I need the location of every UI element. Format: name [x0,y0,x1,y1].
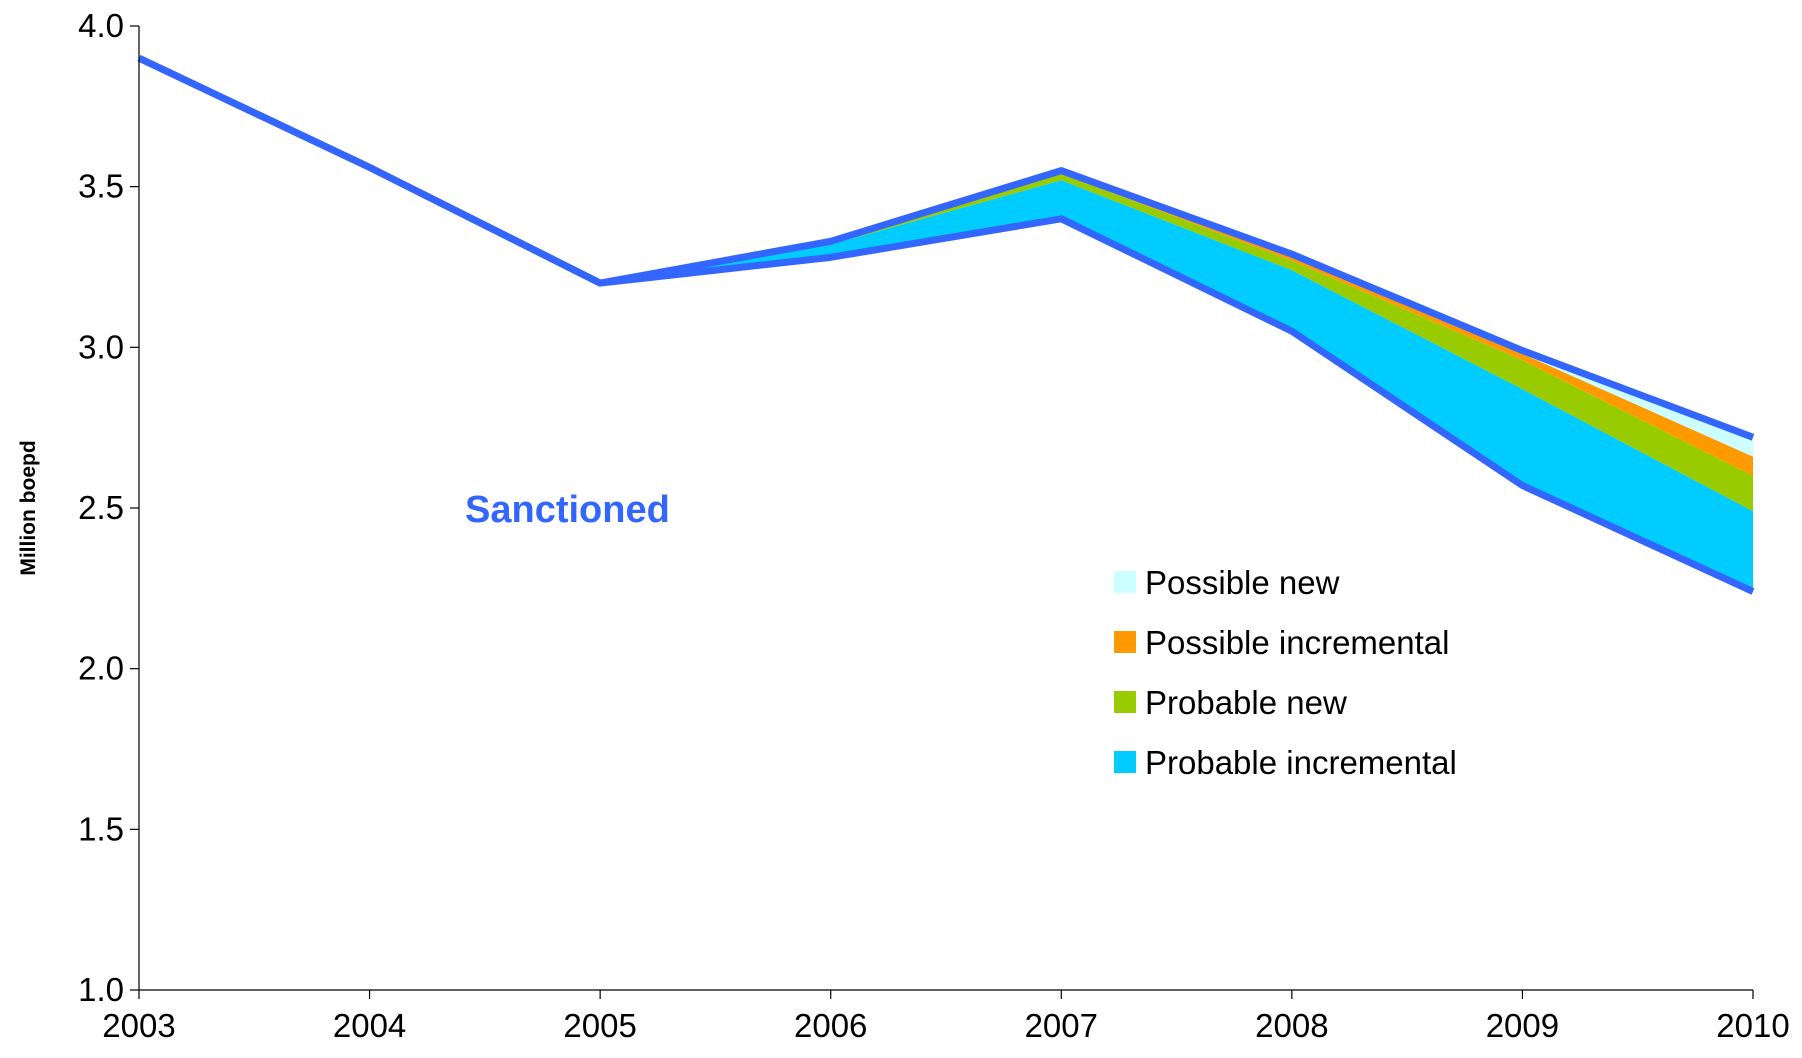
outline-lines [137,54,1755,595]
y-tick-label: 1.0 [78,971,124,1008]
legend-label: Probable incremental [1145,744,1457,781]
y-tick-label: 3.5 [78,168,124,205]
x-tick-label: 2006 [794,1007,867,1044]
y-tick-label: 4.0 [78,7,124,44]
axes [130,25,1754,999]
legend-label: Possible new [1145,564,1340,601]
area-probable-incremental [139,58,1753,592]
y-tick-label: 3.0 [78,328,124,365]
x-tick-label: 2009 [1486,1007,1559,1044]
y-axis-title: Million boepd [17,440,40,575]
legend-label: Probable new [1145,684,1347,721]
x-tick-label: 2010 [1716,1007,1789,1044]
legend-swatch-possible-new [1114,571,1136,593]
y-tick-label: 2.0 [78,650,124,687]
stacked-areas [139,58,1753,592]
x-tick-label: 2003 [102,1007,175,1044]
tick-labels: 1.0 1.5 2.0 2.5 3.0 3.5 4.0 2003 2004 2005 2006 200… [78,7,1790,1044]
legend: Possible new Possible incremental Probable… [1114,564,1457,781]
legend-swatch-probable-incremental [1114,751,1136,773]
x-tick-label: 2008 [1255,1007,1328,1044]
y-tick-label: 2.5 [78,489,124,526]
legend-swatch-possible-incremental [1114,631,1136,653]
sanctioned-line [137,54,1755,595]
y-tick-label: 1.5 [78,810,124,847]
legend-swatch-probable-new [1114,691,1136,713]
x-tick-label: 2004 [333,1007,406,1044]
x-tick-label: 2005 [563,1007,636,1044]
legend-label: Possible incremental [1145,624,1449,661]
x-tick-label: 2007 [1025,1007,1098,1044]
sanctioned-annotation: Sanctioned [465,489,670,531]
